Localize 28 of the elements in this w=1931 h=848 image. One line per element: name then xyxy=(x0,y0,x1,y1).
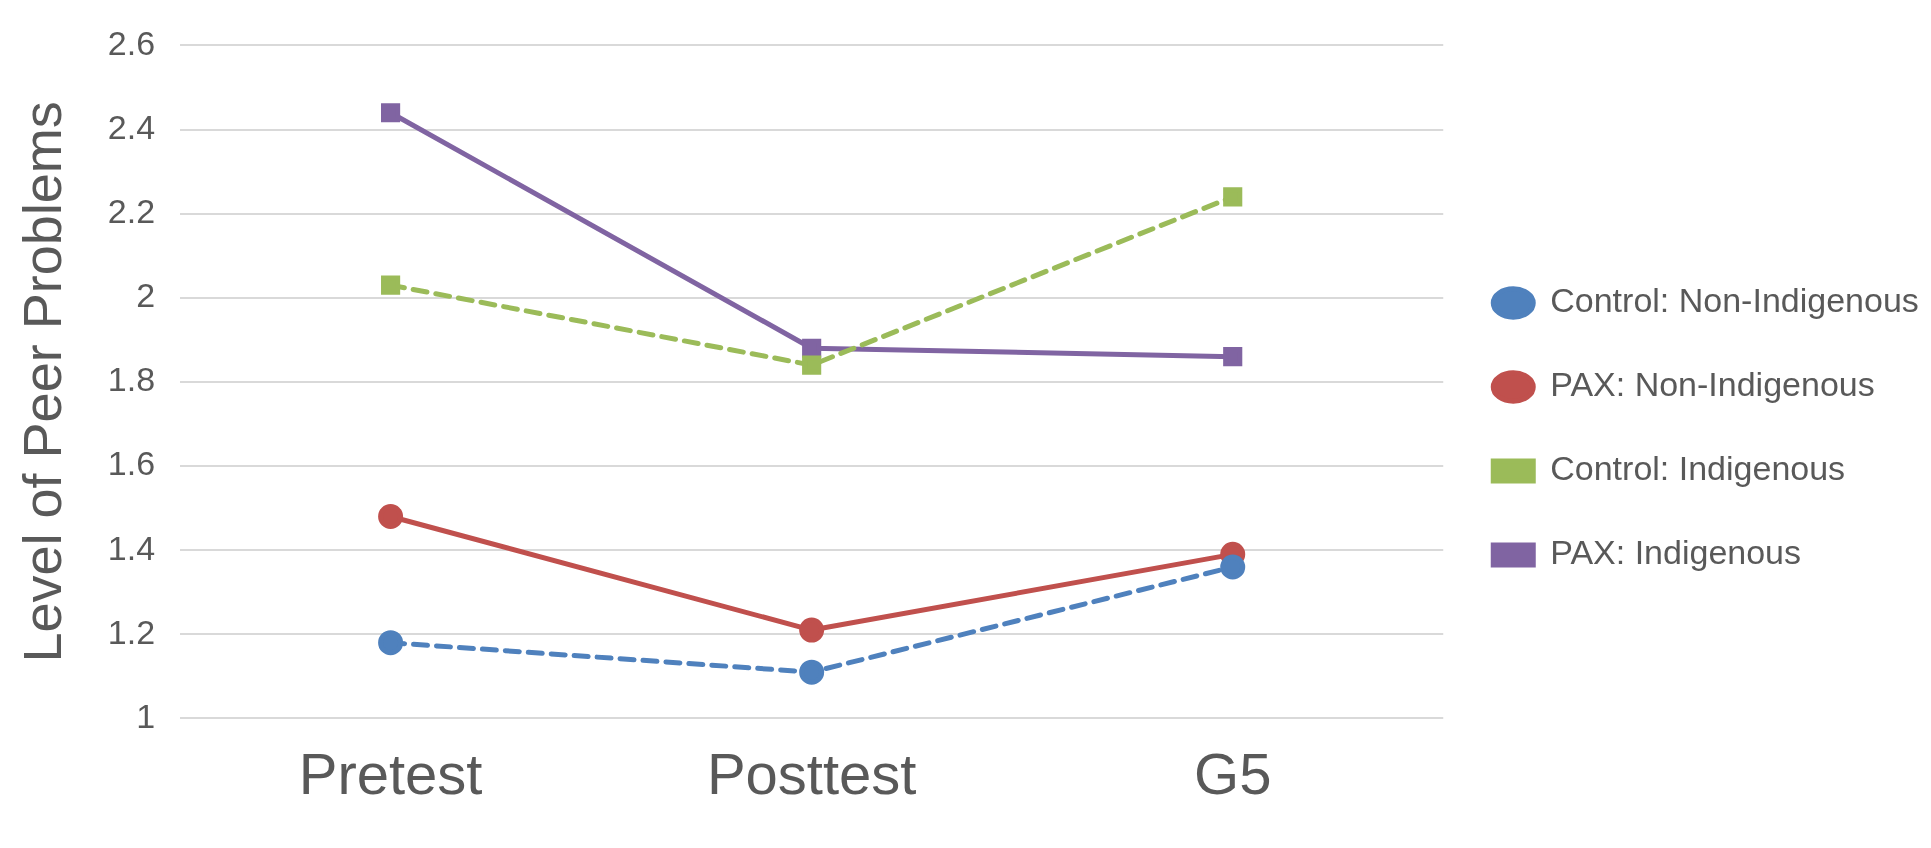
y-axis-title: Level of Peer Problems xyxy=(12,101,73,663)
point xyxy=(1220,554,1246,580)
point xyxy=(381,275,401,295)
point xyxy=(799,617,825,643)
point xyxy=(378,630,404,656)
y-tick-label: 2 xyxy=(136,276,156,315)
y-tick-label: 1.8 xyxy=(107,360,156,399)
point xyxy=(381,103,401,123)
legend-label: Control: Indigenous xyxy=(1550,449,1846,488)
point xyxy=(1223,187,1243,207)
x-tick-label: Posttest xyxy=(706,741,917,807)
y-tick-label: 2.6 xyxy=(107,23,156,62)
point xyxy=(378,504,404,529)
y-tick-label: 1.2 xyxy=(107,612,156,651)
point xyxy=(802,355,822,375)
point xyxy=(802,338,822,358)
x-tick-label: Pretest xyxy=(298,741,483,807)
legend-label: Control: Non-Indigenous xyxy=(1550,281,1919,320)
legend-label: PAX: Indigenous xyxy=(1550,533,1802,572)
y-tick-label: 2.4 xyxy=(107,107,156,146)
y-tick-label: 2.2 xyxy=(107,192,156,231)
legend-label: PAX: Non-Indigenous xyxy=(1550,365,1875,404)
x-tick-label: G5 xyxy=(1194,741,1272,807)
y-tick-label: 1.4 xyxy=(107,528,156,567)
y-tick-label: 1.6 xyxy=(107,444,156,483)
point xyxy=(1223,347,1243,367)
y-tick-label: 1 xyxy=(136,696,156,735)
point xyxy=(799,659,825,685)
